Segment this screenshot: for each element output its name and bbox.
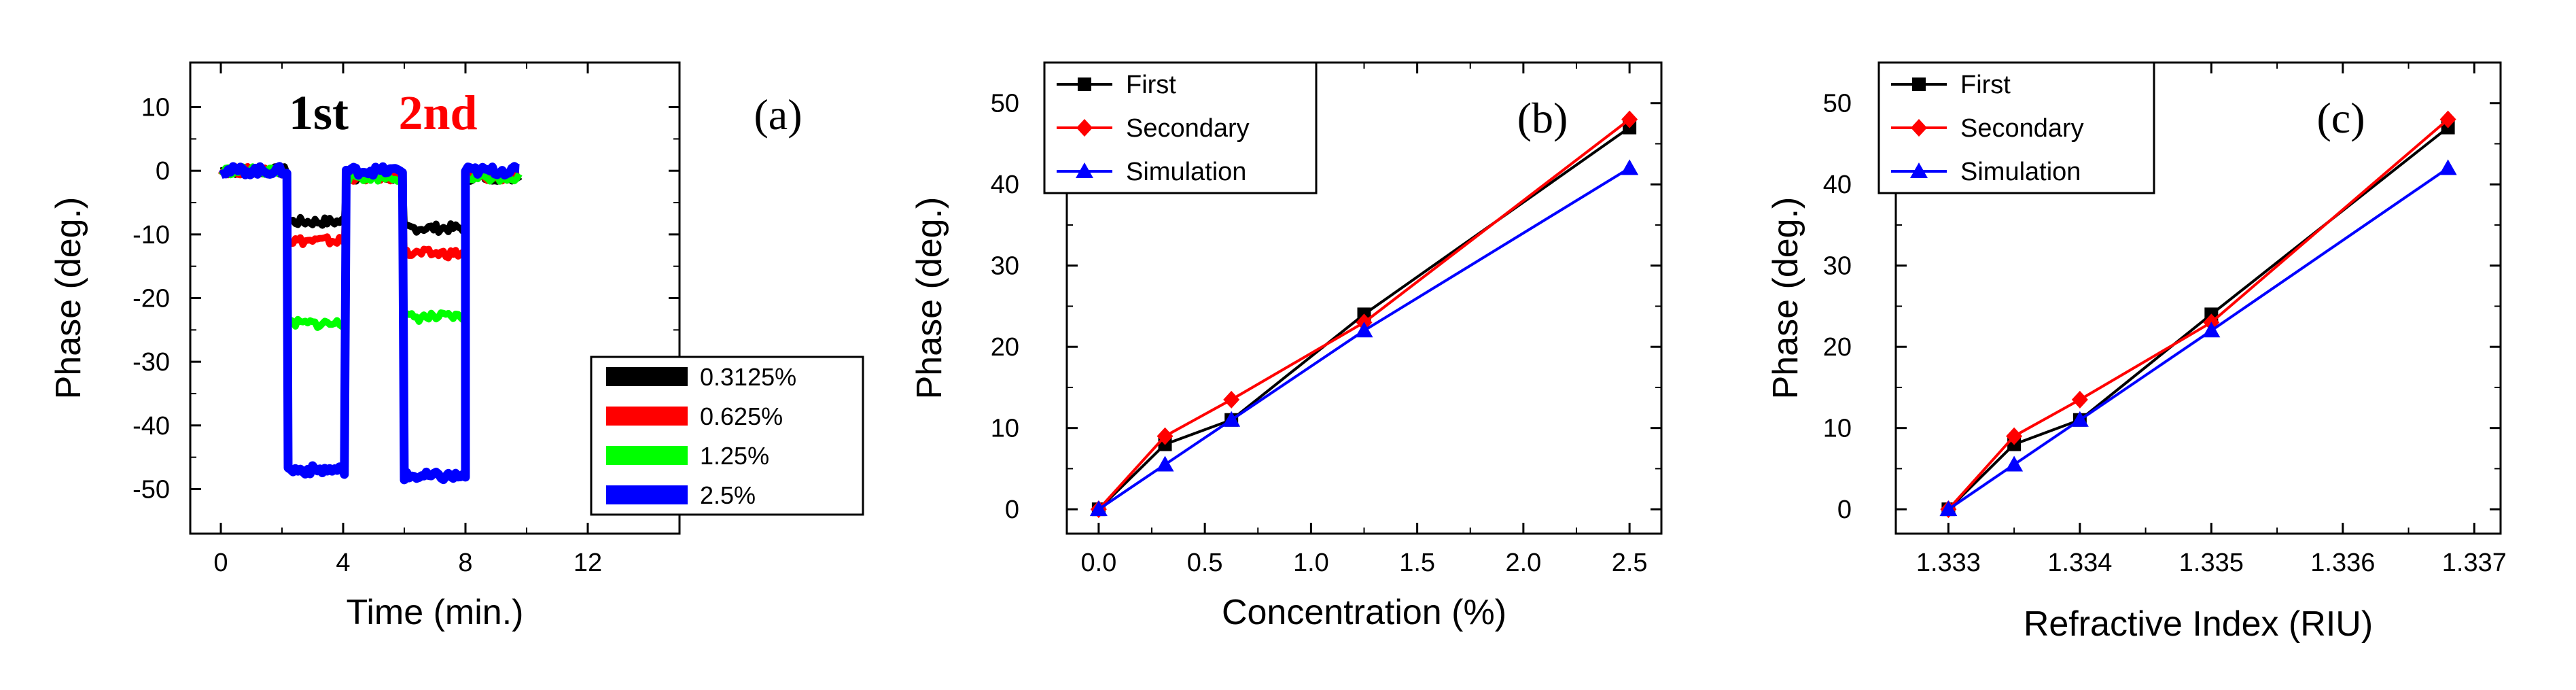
legend-label: First [1960,71,2011,99]
y-tick-label: 0 [1837,496,1852,524]
data-point-secondary [1223,390,1240,409]
y-tick-label: -40 [133,412,170,441]
data-point-secondary [1621,110,1638,128]
data-point-simulation [1222,411,1241,427]
legend: First Secondary Simulation [1043,61,1318,194]
legend-label: Secondary [1960,114,2084,143]
y-tick-label: 0 [156,157,170,186]
y-axis-label: Phase (deg.) [1766,197,1805,400]
y-tick-label: 30 [1823,252,1852,281]
plot-frame [1894,61,2502,535]
legend-swatch [606,485,688,504]
panel-label: (b) [1517,94,1568,142]
legend: First Secondary Simulation [1877,61,2155,194]
y-tick-label: 20 [991,333,1019,362]
legend-swatch [606,367,688,386]
y-tick-label: 30 [991,252,1019,281]
y-tick-label: -30 [133,348,170,377]
data-point-simulation [1939,500,1958,517]
chart-panel-c: 0 10 20 30 40 50 1.333 1.334 1.335 1.336 1.337 Refr… [1766,61,2507,644]
x-tick-label: 1.336 [2310,549,2375,577]
chart-panel-a: 10 0 -10 -20 -30 -40 -50 0 4 8 12 Time (min.) Phase … [49,61,864,632]
legend-swatch [606,407,688,426]
x-tick-label: 12 [574,549,602,577]
data-point-simulation [2005,455,2024,472]
data-point-simulation [2439,159,2457,175]
annotation-1: 1st [289,86,349,140]
panel-label: (a) [754,90,802,139]
y-axis-label: Phase (deg.) [49,197,88,400]
data-point-secondary [2071,390,2088,409]
legend-label: 1.25% [700,442,769,470]
series-line-1.25% [218,163,523,331]
y-tick-label: 50 [991,90,1019,118]
y-tick-label: 40 [1823,171,1852,199]
legend-label: Simulation [1126,158,1246,186]
x-tick-label: 4 [336,549,350,577]
legend-label: Simulation [1960,158,2081,186]
x-tick-label: 2.0 [1505,549,1541,577]
y-tick-label: 20 [1823,333,1852,362]
legend: 0.3125% 0.625% 1.25% 2.5% [590,356,864,516]
panel-label: (c) [2316,94,2365,142]
data-point-simulation [2070,411,2089,427]
data-point-simulation [1621,159,1639,175]
y-tick-label: 0 [1005,496,1019,524]
x-tick-label: 1.0 [1293,549,1329,577]
y-tick-label: -50 [133,475,170,504]
data-point-secondary [2439,110,2456,128]
y-tick-label: -20 [133,285,170,313]
data-point-simulation [1355,322,1373,338]
series-line-2.5% [219,162,522,485]
legend-marker [1076,119,1093,137]
legend-label: 0.3125% [700,363,796,391]
data-point-secondary [2006,427,2023,445]
y-tick-label: -10 [133,221,170,249]
data-point-simulation [2202,322,2221,338]
x-axis-label: Time (min.) [347,593,524,632]
x-axis-label: Refractive Index (RIU) [2024,604,2373,644]
x-tick-label: 1.335 [2179,549,2244,577]
y-tick-label: 40 [991,171,1019,199]
x-tick-label: 1.337 [2442,549,2507,577]
legend-swatch [606,446,688,465]
legend-label: First [1126,71,1176,99]
legend-marker [1076,162,1093,178]
x-tick-label: 1.333 [1916,549,1981,577]
data-point-secondary [1157,427,1174,445]
x-tick-label: 0 [213,549,228,577]
y-tick-label: 50 [1823,90,1852,118]
x-tick-label: 2.5 [1612,549,1648,577]
x-tick-label: 0.5 [1187,549,1223,577]
legend-marker [1912,77,1926,91]
data-point-simulation [1156,455,1174,472]
annotation-2: 2nd [398,86,477,140]
chart-panel-b: 0 10 20 30 40 50 0.0 0.5 1.0 1.5 2.0 2.5 Concentrati… [910,61,1663,632]
y-tick-label: 10 [991,415,1019,443]
legend-marker [1078,77,1091,91]
series-line-simulation [1947,167,2449,511]
series-line-simulation [1097,167,1631,511]
x-tick-label: 1.334 [2047,549,2112,577]
x-axis-label: Concentration (%) [1222,593,1506,632]
y-tick-label: 10 [141,94,170,122]
data-point-simulation [1089,500,1108,517]
legend-label: 2.5% [700,481,756,509]
x-tick-label: 8 [458,549,472,577]
legend-marker [1911,119,1927,137]
x-tick-label: 1.5 [1399,549,1435,577]
legend-label: 0.625% [700,402,783,430]
y-axis-label: Phase (deg.) [910,197,949,400]
legend-label: Secondary [1126,114,1250,143]
y-tick-label: 10 [1823,415,1852,443]
legend-marker [1910,162,1928,178]
x-tick-label: 0.0 [1080,549,1116,577]
